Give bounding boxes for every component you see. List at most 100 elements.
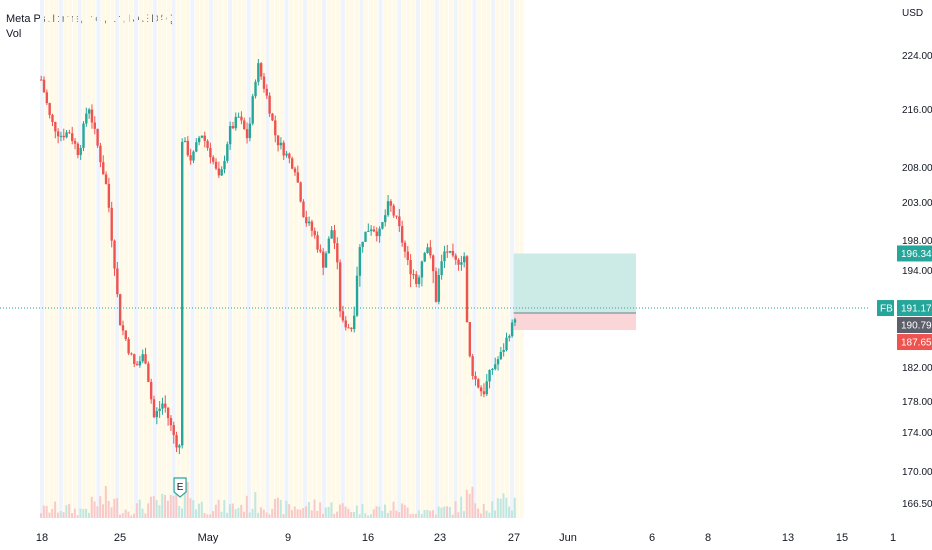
candle-body (175, 435, 178, 448)
volume-bar (347, 508, 350, 518)
price-badge-stop (897, 334, 932, 351)
candle-body (420, 261, 424, 278)
candle-body (440, 261, 443, 276)
session-band (373, 0, 378, 518)
session-band (486, 0, 491, 518)
volume-bar (102, 504, 105, 518)
candle-body (214, 161, 218, 169)
volume-bar (508, 506, 511, 518)
volume-bar (65, 505, 68, 518)
volume-bar (479, 513, 482, 518)
candle-body (240, 116, 243, 121)
volume-bar (513, 497, 516, 518)
session-band (303, 0, 308, 518)
y-tick-label: 174.00 (902, 428, 932, 439)
volume-indicator-label[interactable]: Vol (6, 28, 22, 40)
candle-body (392, 205, 395, 216)
session-band (96, 0, 101, 518)
candle-body (271, 113, 274, 121)
volume-bar (259, 507, 262, 518)
volume-bar (245, 495, 248, 518)
session-band (134, 0, 138, 518)
volume-bar (474, 503, 477, 518)
price-badge-last (897, 300, 932, 317)
volume-bar (457, 512, 460, 518)
candle-body (110, 207, 113, 241)
session-band (190, 0, 195, 518)
candle-body (223, 160, 226, 170)
candle-body (45, 92, 49, 104)
volume-bar (116, 498, 119, 518)
volume-bar (110, 507, 113, 518)
candle-body (384, 215, 387, 223)
candle-body (155, 411, 159, 418)
volume-bar (271, 508, 274, 518)
volume-bar (93, 501, 96, 518)
candle-body (262, 76, 266, 89)
candle-body (285, 153, 288, 156)
candle-body (259, 63, 263, 77)
candle-body (446, 251, 449, 253)
candle-body (350, 327, 353, 330)
session-band (242, 0, 247, 518)
candle-body (378, 228, 381, 237)
session-band (350, 0, 355, 518)
volume-bar (220, 511, 223, 518)
candle-body (212, 157, 215, 162)
volume-bar (45, 506, 48, 518)
volume-bar (482, 504, 485, 518)
x-tick-label: 8 (705, 532, 711, 544)
session-band (505, 0, 510, 518)
candle-body (372, 229, 376, 232)
session-band (345, 0, 350, 518)
volume-bar (147, 503, 150, 518)
volume-bar (305, 506, 308, 518)
candle-body (166, 407, 170, 419)
candle-body (341, 311, 345, 321)
volume-bar (344, 506, 347, 518)
session-band (477, 0, 482, 518)
session-band (354, 0, 359, 518)
candle-body (107, 183, 111, 208)
candle-body (181, 142, 184, 446)
volume-bar (338, 504, 341, 518)
volume-bar (113, 498, 116, 518)
candle-body (310, 221, 314, 231)
session-band (444, 0, 449, 518)
session-band (458, 0, 463, 518)
volume-bar (299, 509, 302, 518)
candles (40, 59, 517, 455)
candle-body (183, 140, 187, 143)
candle-body (141, 354, 144, 362)
volume-bar (367, 515, 370, 518)
candle-body (282, 142, 285, 156)
symbol-badge (877, 300, 894, 317)
volume-bar (96, 506, 99, 518)
volume-bar (133, 513, 136, 518)
session-band (467, 0, 472, 518)
candle-body (367, 231, 370, 233)
candle-body (90, 109, 94, 123)
volume-bar (364, 513, 367, 518)
candle-body (403, 242, 407, 252)
volume-bar (336, 511, 339, 518)
candle-body (186, 140, 190, 156)
x-tick-label: 23 (434, 532, 446, 544)
volume-bar (226, 512, 229, 518)
volume-bar (434, 514, 437, 518)
x-tick-label: 1 (890, 532, 896, 544)
candle-body (245, 129, 249, 139)
candle-body (386, 201, 390, 216)
session-band (176, 0, 181, 518)
candle-body (93, 122, 96, 129)
volume-bar (237, 507, 240, 518)
candle-body (40, 79, 43, 81)
volume-bar (195, 509, 198, 518)
session-band (138, 0, 143, 518)
candle-body (102, 162, 105, 175)
y-tick-label: 166.50 (902, 499, 932, 510)
candle-body (434, 271, 438, 302)
candle-body (344, 320, 347, 328)
candle-body (336, 243, 339, 263)
